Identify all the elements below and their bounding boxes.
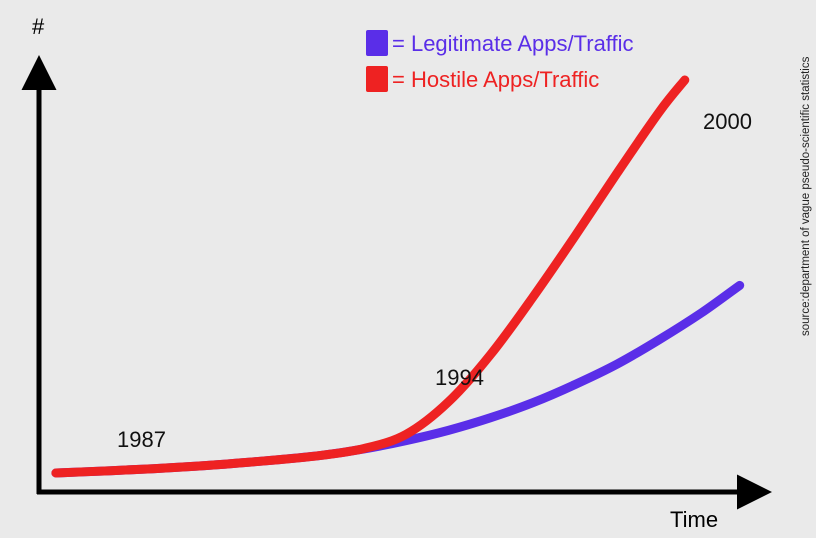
- y-axis-label: #: [32, 14, 45, 39]
- x-axis-label: Time: [670, 507, 718, 532]
- annotation-1987: 1987: [117, 427, 166, 452]
- annotation-1994: 1994: [435, 365, 484, 390]
- legend-swatch-legitimate: [366, 30, 388, 56]
- hostile-traffic-line: [51, 75, 690, 478]
- legend-label-legitimate: = Legitimate Apps/Traffic: [392, 31, 634, 56]
- legend-label-hostile: = Hostile Apps/Traffic: [392, 67, 599, 92]
- annotation-2000: 2000: [703, 109, 752, 134]
- source-note: source:department of vague pseudo-scient…: [800, 56, 812, 336]
- legend-swatch-hostile: [366, 66, 388, 92]
- legend: = Legitimate Apps/Traffic = Hostile Apps…: [366, 30, 634, 92]
